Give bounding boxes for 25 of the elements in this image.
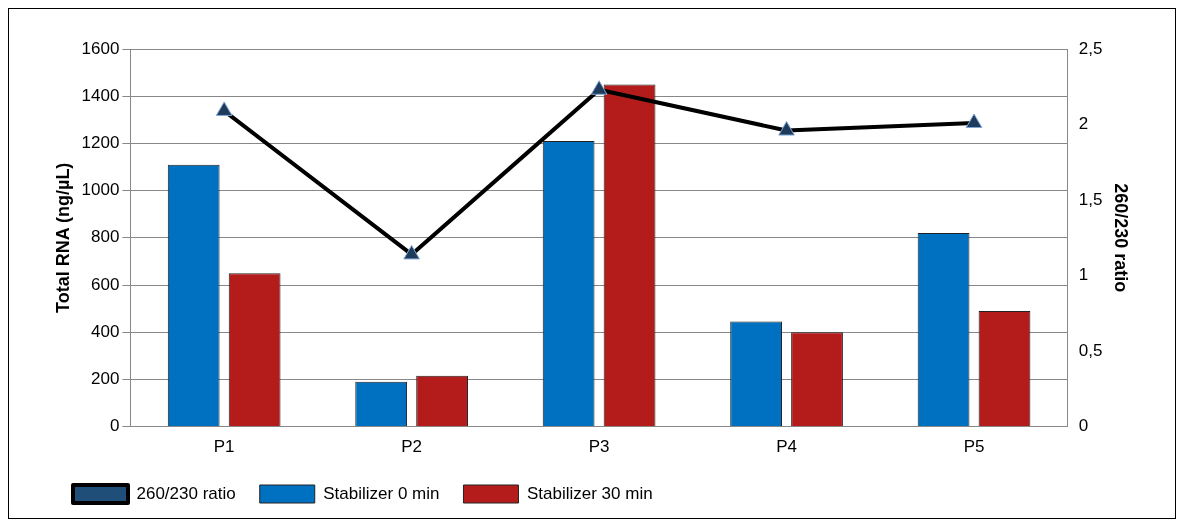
y-tick-label: 400 [91,321,120,341]
legend-label: Stabilizer 30 min [526,483,653,503]
x-tick-label: P4 [776,437,797,457]
y2-tick-label: 0,5 [1078,340,1103,360]
legend-label: Stabilizer 0 min [323,483,440,503]
y2-tick-label: 1 [1078,265,1089,285]
y-tick-label: 200 [91,369,120,389]
x-tick-label: P1 [213,437,235,457]
y-tick-label: 600 [91,274,120,294]
y-axis-title: Total RNA (ng/µL) [52,162,73,313]
y2-tick-label: 2,5 [1078,38,1103,58]
x-tick-label: P2 [401,437,423,457]
y-tick-label: 1600 [81,38,120,58]
x-tick-label: P5 [963,437,985,457]
x-tick-label: P3 [588,437,610,457]
legend-label: 260/230 ratio [136,483,236,503]
y-tick-label: 0 [109,416,120,436]
y2-tick-label: 1,5 [1078,189,1103,209]
y-tick-label: 1000 [81,180,120,200]
y-tick-label: 800 [91,227,120,247]
y-tick-label: 1200 [81,133,120,153]
y2-tick-label: 2 [1078,114,1089,134]
y2-axis-title: 260/230 ratio [1111,183,1132,293]
y2-tick-label: 0 [1078,416,1089,436]
y-tick-label: 1400 [81,85,120,105]
